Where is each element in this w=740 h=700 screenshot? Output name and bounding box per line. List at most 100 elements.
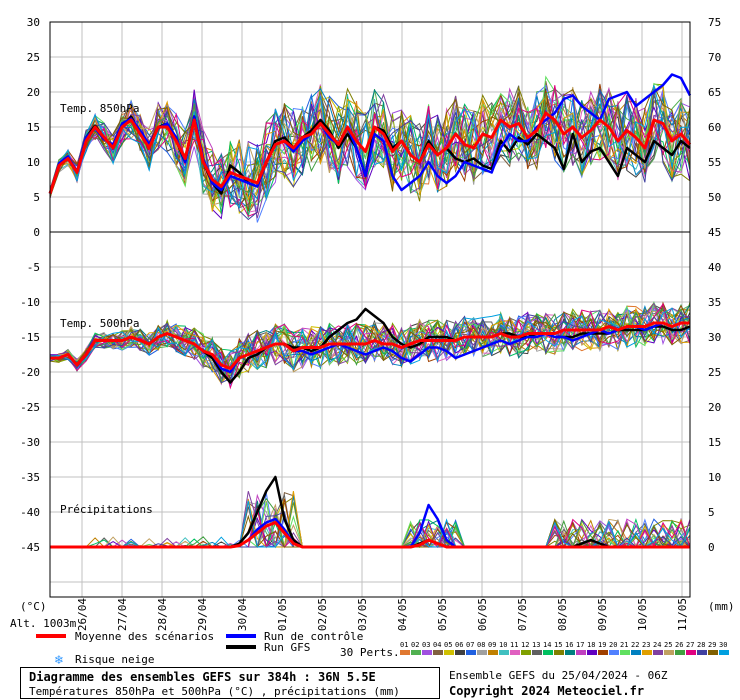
pert-swatch [653,650,663,655]
pert-number: 05 [444,641,452,649]
x-tick-label: 30/04 [236,598,249,631]
copyright: Copyright 2024 Meteociel.fr [449,684,645,698]
pert-number: 01 [400,641,408,649]
run-info: Ensemble GEFS du 25/04/2024 - 06Z [449,669,668,682]
right-tick-label: 75 [708,16,721,29]
x-tick-label: 09/05 [596,598,609,631]
left-tick-label: -15 [20,331,40,344]
pert-number: 29 [708,641,716,649]
left-tick-label: 15 [27,121,40,134]
x-tick-label: 01/05 [276,598,289,631]
pert-number: 15 [554,641,562,649]
pert-swatch [675,650,685,655]
altitude-label: Alt. 1003m [10,617,77,630]
series-line-t500 [50,321,690,370]
right-tick-label: 50 [708,191,721,204]
right-tick-label: 55 [708,156,721,169]
plot-frame [49,21,691,598]
unit-left: (°C) [20,600,47,613]
right-tick-label: 40 [708,261,721,274]
pert-swatch [576,650,586,655]
main-series-lines [48,73,692,549]
left-tick-label: -10 [20,296,40,309]
series-line-t850 [48,111,692,194]
panel-label-t500: Temp. 500hPa [60,317,139,330]
pert-swatch [510,650,520,655]
pert-number: 22 [631,641,639,649]
legend-mean-label: Moyenne des scénarios [75,630,214,643]
pert-swatch [488,650,498,655]
pert-swatch [400,650,410,655]
perturbation-line [49,307,691,377]
left-tick-label: 0 [33,226,40,239]
pert-number: 04 [433,641,441,649]
left-tick-label: 25 [27,51,40,64]
pert-swatch [708,650,718,655]
pert-number: 24 [653,641,661,649]
perturbation-legend: 01 02 03 04 05 06 07 08 09 10 11 12 13 14 15 16 17 18 19 20… [400,641,729,655]
snowflake-icon: ❄ [54,653,64,667]
left-tick-label: -20 [20,366,40,379]
x-tick-label: 05/05 [436,598,449,631]
pert-number: 07 [466,641,474,649]
pert-number: 02 [411,641,419,649]
left-tick-label: 10 [27,156,40,169]
right-tick-label: 45 [708,226,721,239]
pert-swatch [598,650,608,655]
right-tick-label: 20 [708,401,721,414]
pert-swatch [477,650,487,655]
left-tick-label: -45 [20,541,40,554]
x-tick-label: 28/04 [156,598,169,631]
left-tick-label: -30 [20,436,40,449]
pert-swatch [719,650,729,655]
pert-number: 10 [499,641,507,649]
pert-swatch [620,650,630,655]
right-tick-label: 25 [708,366,721,379]
chart-title: Diagramme des ensembles GEFS sur 384h : … [29,670,376,684]
pert-swatch [642,650,652,655]
left-axis-ticks: 30 25 20 15 10 5 0 -5 -10 -15 -20 -25 -30 -35 -40 -45 [20,16,40,554]
x-tick-label: 03/05 [356,598,369,631]
pert-number: 08 [477,641,485,649]
x-tick-label: 29/04 [196,598,209,631]
x-tick-label: 10/05 [636,598,649,631]
right-tick-label: 70 [708,51,721,64]
pert-number: 30 [719,641,727,649]
perturbation-line [49,85,691,209]
pert-number: 20 [609,641,617,649]
x-tick-label: 26/04 [76,598,89,631]
x-tick-label: 11/05 [676,598,689,631]
pert-number: 13 [532,641,540,649]
pert-swatch [499,650,509,655]
right-tick-label: 35 [708,296,721,309]
pert-number: 27 [686,641,694,649]
pert-number: 23 [642,641,650,649]
pert-swatch [664,650,674,655]
pert-swatch [532,650,542,655]
pert-number: 18 [587,641,595,649]
x-tick-label: 06/05 [476,598,489,631]
legend-perts-label: 30 Perts. [340,646,400,659]
series-line-precip [50,521,690,549]
x-tick-label: 04/05 [396,598,409,631]
pert-swatch [543,650,553,655]
pert-number: 26 [675,641,683,649]
legend-snow-label: Risque neige [75,653,154,666]
plot-border [49,21,691,598]
right-tick-label: 65 [708,86,721,99]
pert-swatch [455,650,465,655]
pert-swatch [433,650,443,655]
left-tick-label: -40 [20,506,40,519]
right-tick-label: 5 [708,506,715,519]
unit-right: (mm) [708,600,735,613]
panel-label-precip: Précipitations [60,503,153,516]
right-tick-label: 30 [708,331,721,344]
pert-swatch [521,650,531,655]
pert-swatch [466,650,476,655]
pert-swatch [422,650,432,655]
x-tick-label: 08/05 [556,598,569,631]
pert-number: 19 [598,641,606,649]
left-tick-label: -25 [20,401,40,414]
